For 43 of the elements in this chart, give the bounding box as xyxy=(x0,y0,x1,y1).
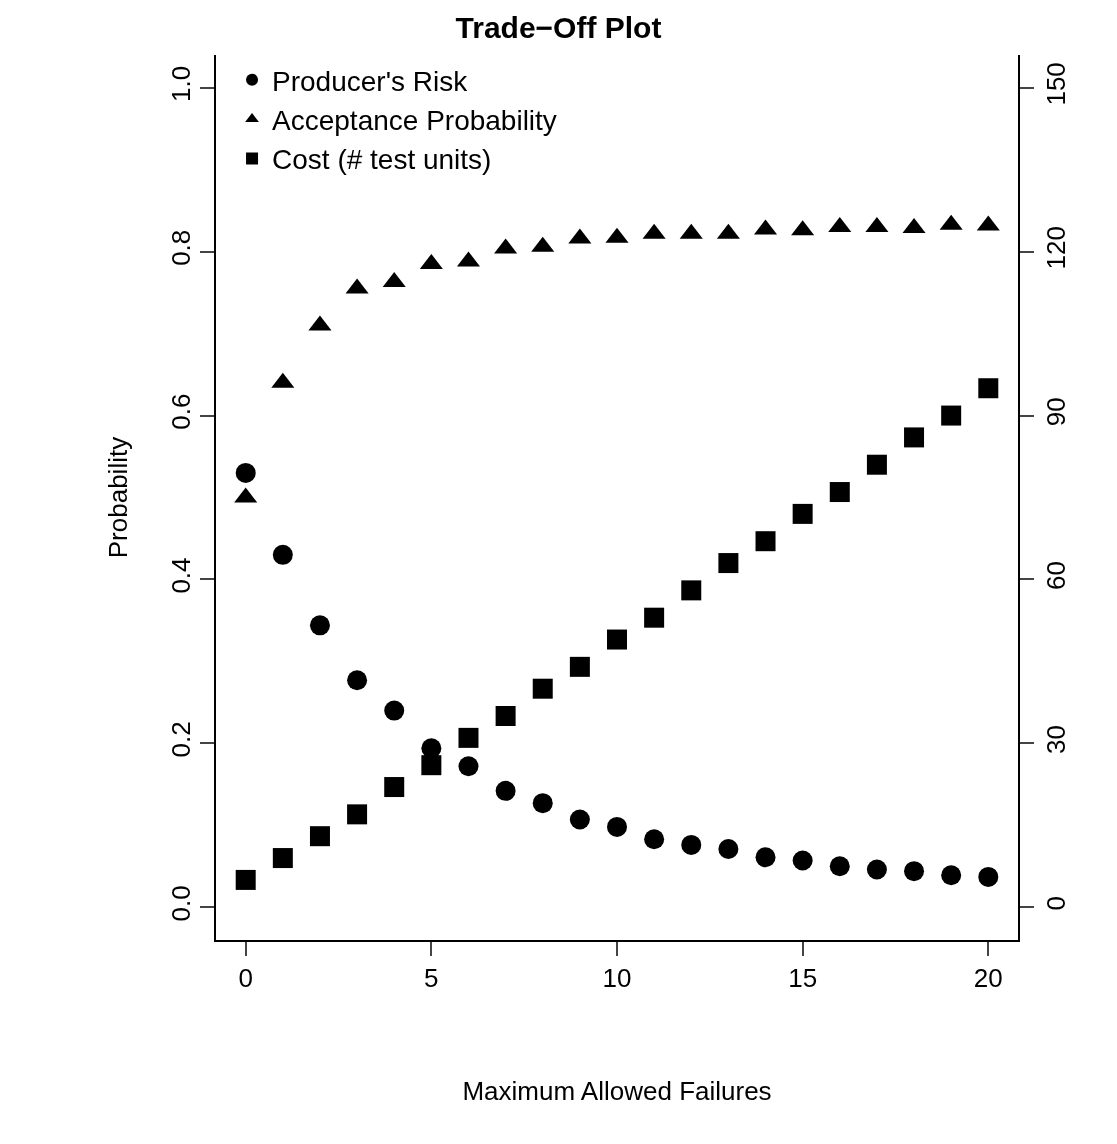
x-axis-title: Maximum Allowed Failures xyxy=(462,1076,772,1107)
point xyxy=(866,859,887,880)
point xyxy=(384,700,405,721)
point xyxy=(644,829,665,850)
point xyxy=(235,462,256,483)
y2-tick-label: 90 xyxy=(1041,397,1072,427)
y-tick-label: 0.0 xyxy=(165,885,196,922)
point xyxy=(532,793,553,814)
y-tick-label: 0.6 xyxy=(165,393,196,430)
legend-label: Cost (# test units) xyxy=(272,144,492,176)
point xyxy=(309,615,330,636)
point xyxy=(792,850,813,871)
point xyxy=(458,756,479,777)
point xyxy=(829,856,850,877)
y2-tick-label: 30 xyxy=(1041,724,1072,754)
y-tick-label: 0.2 xyxy=(165,721,196,758)
x-tick-label: 5 xyxy=(424,963,439,994)
legend-label: Acceptance Probability xyxy=(272,105,557,137)
point xyxy=(904,861,925,882)
y-tick-label: 1.0 xyxy=(165,65,196,102)
x-tick-label: 10 xyxy=(602,963,632,994)
point xyxy=(495,780,516,801)
y2-tick-label: 0 xyxy=(1041,896,1072,911)
y2-tick-label: 120 xyxy=(1041,226,1072,270)
point xyxy=(681,834,702,855)
point xyxy=(718,839,739,860)
point xyxy=(569,809,590,830)
x-tick-label: 15 xyxy=(788,963,818,994)
y-axis-title: Probability xyxy=(103,436,134,559)
y-tick-label: 0.4 xyxy=(165,557,196,594)
chart-title: Trade−Off Plot xyxy=(455,11,662,45)
point xyxy=(347,670,368,691)
y-tick-label: 0.8 xyxy=(165,229,196,266)
y2-tick-label: 150 xyxy=(1041,62,1072,106)
point xyxy=(755,847,776,868)
point xyxy=(272,544,293,565)
x-tick-label: 20 xyxy=(973,963,1003,994)
point xyxy=(941,865,962,886)
y2-tick-label: 60 xyxy=(1041,561,1072,590)
point xyxy=(978,866,999,887)
legend-label: Producer's Risk xyxy=(272,65,469,97)
point xyxy=(607,816,627,837)
x-tick-label: 0 xyxy=(238,963,253,994)
